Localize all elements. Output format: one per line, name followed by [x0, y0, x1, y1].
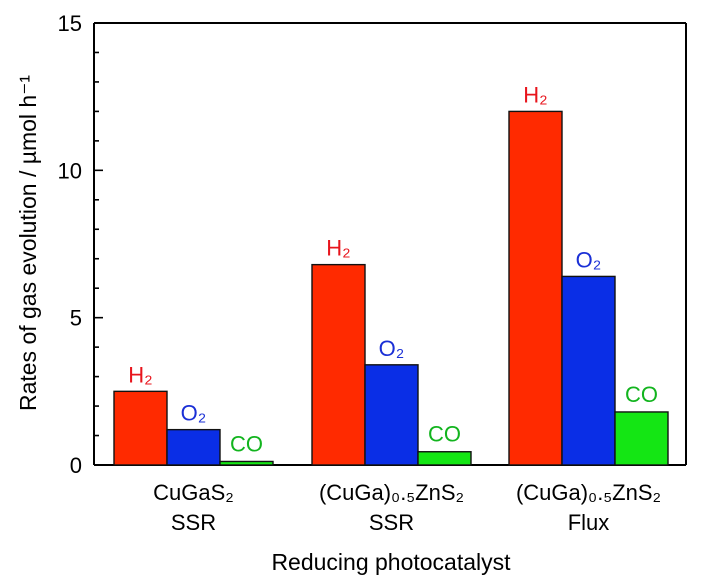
- bar-labels: H₂ H₂ H₂ O₂ O₂ O₂ CO CO CO: [128, 82, 658, 456]
- y-tick-label: 5: [70, 306, 82, 331]
- bar-label-co-2: CO: [625, 382, 658, 407]
- bar-label-o2-1: O₂: [379, 336, 405, 361]
- y-tick-label: 0: [70, 453, 82, 478]
- category-label-line2: SSR: [171, 510, 216, 535]
- bar-label-o2-2: O₂: [576, 247, 602, 272]
- bar-co-2: [614, 411, 669, 466]
- y-tick-label: 10: [58, 158, 82, 183]
- bar-label-h2-0: H₂: [128, 362, 152, 387]
- x-axis-title: Reducing photocatalyst: [271, 549, 511, 575]
- bar-h2-0: [113, 390, 168, 466]
- bar-label-o2-0: O₂: [181, 401, 207, 426]
- bar-h2-2: [508, 110, 563, 466]
- bar-label-co-0: CO: [230, 431, 263, 456]
- category-label-line1: (CuGa)₀.₅ZnS₂: [319, 480, 464, 505]
- bar-co-0: [219, 460, 274, 466]
- category-label-line2: Flux: [568, 510, 610, 535]
- y-axis-title: Rates of gas evolution / µmol h⁻¹: [15, 75, 41, 411]
- bar-label-co-1: CO: [428, 422, 461, 447]
- bar-o2-0: [166, 428, 221, 466]
- category-label-line1: CuGaS₂: [153, 480, 234, 505]
- category-label-line2: SSR: [369, 510, 414, 535]
- bar-h2-1: [311, 263, 366, 466]
- bar-label-h2-1: H₂: [326, 236, 350, 261]
- bars: [113, 110, 669, 466]
- bar-o2-2: [561, 275, 616, 466]
- bar-co-1: [417, 451, 472, 466]
- category-label-line1: (CuGa)₀.₅ZnS₂: [516, 480, 661, 505]
- bar-o2-1: [364, 364, 419, 466]
- y-tick-label: 15: [58, 11, 82, 36]
- bar-label-h2-2: H₂: [523, 82, 547, 107]
- category-labels: CuGaS₂ SSR (CuGa)₀.₅ZnS₂ SSR (CuGa)₀.₅ZnS₂ Fl…: [153, 480, 661, 535]
